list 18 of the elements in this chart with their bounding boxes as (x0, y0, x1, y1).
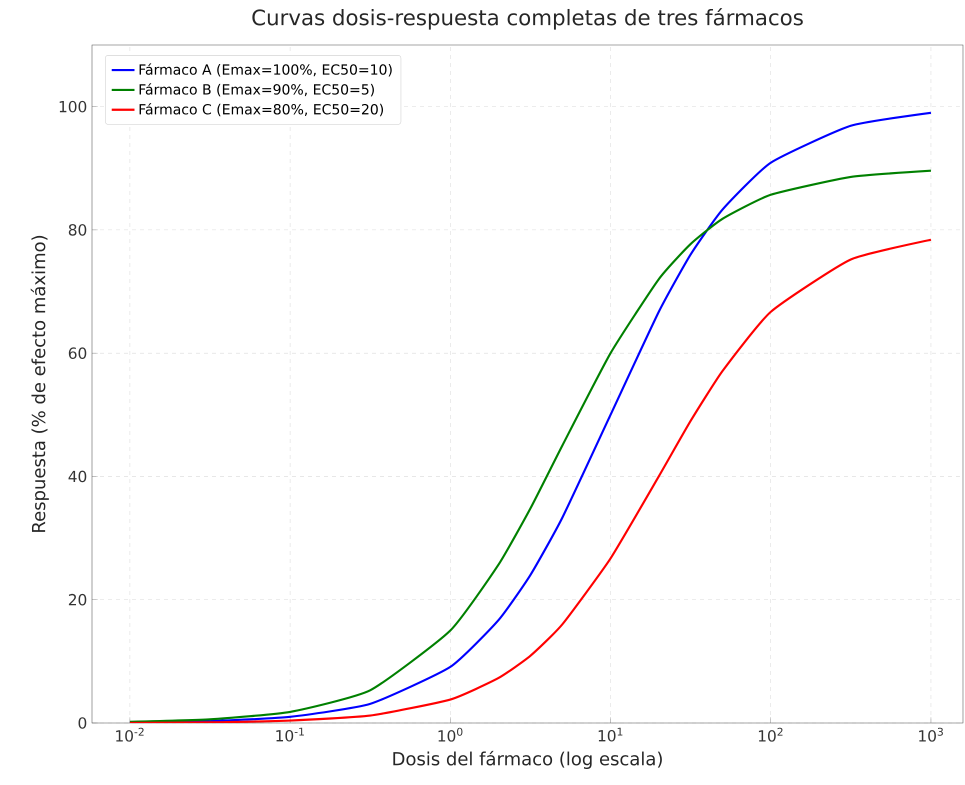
x-tick-label: 10$^{1}$ (598, 728, 622, 742)
x-tick-label: 10$^{3}$ (919, 728, 943, 742)
y-tick-label: 100 (60, 100, 86, 112)
y-tick-label: 40 (68, 470, 86, 482)
x-tick-label: 10$^{-2}$ (116, 728, 144, 742)
y-tick-label: 20 (68, 594, 86, 606)
chart-title: Curvas dosis-respuesta completas de tres fármacos (252, 8, 803, 30)
y-tick-label: 80 (68, 224, 86, 236)
x-tick-label: 10$^{0}$ (438, 728, 462, 742)
legend-label: Fármaco C (Emax=80%, EC50=20) (140, 103, 384, 116)
x-tick-label: 10$^{-1}$ (276, 728, 304, 742)
x-axis-title: Dosis del fármaco (log escala) (393, 750, 662, 769)
y-axis-title: Respuesta (% de efecto máximo) (30, 236, 49, 532)
y-tick-label: 60 (68, 347, 86, 359)
x-tick-label: 10$^{2}$ (758, 728, 782, 742)
legend-label: Fármaco A (Emax=100%, EC50=10) (140, 63, 392, 76)
legend-label: Fármaco B (Emax=90%, EC50=5) (140, 83, 374, 96)
y-tick-label: 0 (78, 717, 86, 729)
